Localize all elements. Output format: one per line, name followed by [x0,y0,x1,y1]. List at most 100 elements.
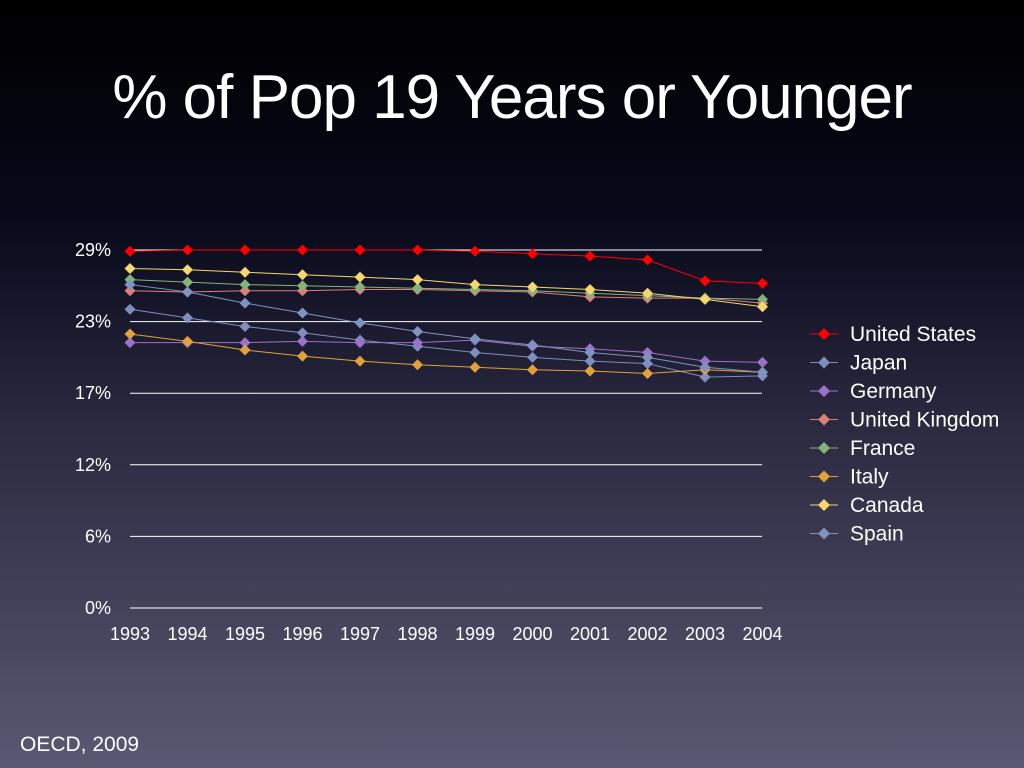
legend-item: United States [810,323,976,346]
data-point [297,350,308,362]
data-point [412,282,423,294]
legend-label: Spain [850,523,904,546]
data-point [469,333,481,345]
data-point [239,344,251,356]
x-tick-label: 1999 [455,624,495,644]
data-point [469,361,481,373]
data-point [239,285,251,297]
y-tick-label: 0% [85,598,111,618]
legend-marker [818,499,830,511]
data-point [527,248,538,260]
legend-item: United Kingdom [810,409,999,432]
legend-label: Italy [850,466,889,489]
series-spain [124,279,768,378]
legend-item: Germany [810,380,937,403]
data-point [239,337,251,349]
data-point [699,371,711,383]
data-point [239,321,251,333]
data-point [699,293,711,305]
chart-gridlines [130,249,762,609]
data-point [642,254,653,266]
data-point [354,317,366,329]
legend-marker [818,442,830,454]
source-credit: OECD, 2009 [20,733,140,756]
data-point [239,297,251,309]
data-point [124,263,136,275]
y-tick-label: 17% [75,383,111,403]
x-tick-label: 2002 [627,624,667,644]
data-point [297,307,308,319]
series-france [124,274,768,305]
data-point [354,281,366,293]
legend-label: Japan [850,352,907,375]
data-point [182,286,193,298]
data-point [642,287,653,299]
series-united-states [124,244,768,289]
data-point [412,274,423,286]
data-point [412,244,423,256]
data-point [527,351,538,363]
data-point [297,335,308,347]
legend-label: Germany [850,380,937,403]
legend-item: Spain [810,523,904,546]
series-line [129,279,763,300]
legend-marker [818,356,830,369]
y-axis: 0% 6% 12% 17% 23% 29% [75,240,111,618]
data-point [757,277,768,289]
data-point [124,245,136,257]
x-tick-label: 2001 [570,624,610,644]
data-point [584,355,596,367]
data-point [469,279,481,291]
series-line [129,284,763,373]
data-point [182,264,193,276]
data-point [584,365,596,377]
data-point [527,364,538,376]
data-point [642,351,653,363]
series-line [129,333,763,374]
data-point [642,358,653,370]
legend-item: Japan [810,352,907,375]
x-tick-label: 2004 [742,624,782,644]
x-tick-label: 1993 [110,624,150,644]
legend-marker [818,413,830,426]
x-axis: 1993 1994 1995 1996 1997 1998 1999 2000 2001 2002… [110,624,783,644]
y-tick-label: 29% [75,240,111,260]
data-point [354,355,366,367]
x-tick-label: 2003 [685,624,725,644]
data-point [699,361,711,373]
data-point [124,337,136,349]
chart-legend: United States Japan Germany United Kingdom F… [810,323,999,546]
slide-title: % of Pop 19 Years or Younger [112,63,912,132]
x-tick-label: 1994 [167,624,207,644]
data-point [584,346,596,358]
data-point [642,367,653,379]
x-tick-label: 1997 [340,624,380,644]
data-point [757,356,768,368]
legend-marker [818,470,830,483]
data-point [297,244,308,256]
chart-series [124,244,768,383]
data-point [354,244,366,256]
x-tick-label: 2000 [512,624,552,644]
series-line [129,268,763,308]
data-point [182,276,193,288]
data-point [527,339,538,351]
legend-label: Canada [850,494,924,517]
series-line [129,308,763,378]
y-tick-label: 23% [75,312,111,332]
data-point [354,337,366,349]
series-germany [124,334,768,368]
legend-marker [818,328,830,340]
x-tick-label: 1996 [282,624,322,644]
data-point [412,325,423,337]
legend-marker [818,385,830,397]
data-point [527,281,538,293]
data-point [757,301,768,313]
series-line [129,289,763,304]
data-point [469,245,481,257]
legend-marker [818,527,830,540]
data-point [124,328,136,340]
legend-label: United States [850,323,976,346]
data-point [297,280,308,292]
